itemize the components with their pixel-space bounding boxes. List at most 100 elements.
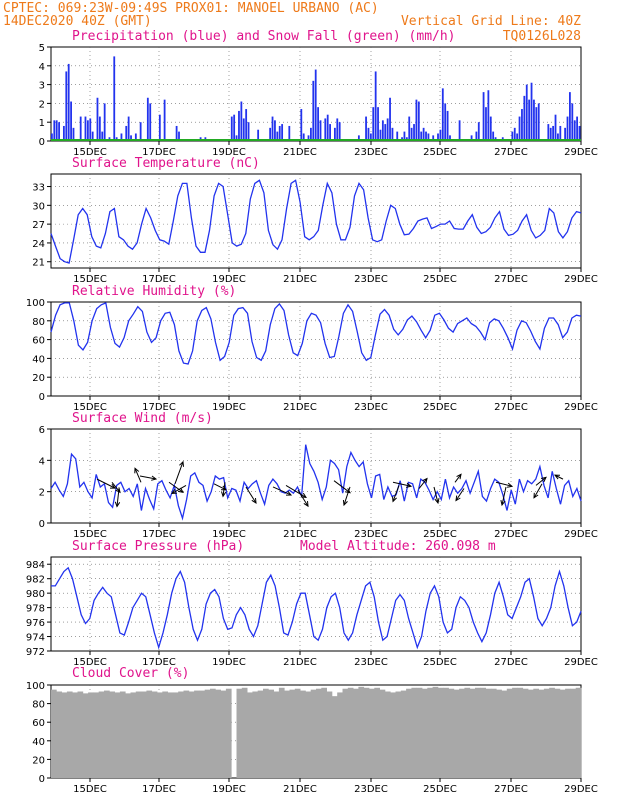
- precip-bar: [422, 127, 425, 141]
- wind-arrow-head: [251, 497, 257, 504]
- precip-bar: [384, 124, 387, 141]
- precip-bar: [134, 133, 137, 141]
- wind-arrow: [495, 481, 514, 488]
- temp-ytick-label: 27: [32, 220, 45, 231]
- cloud-bar: [77, 691, 84, 778]
- pres-panel: 972 974 976 978 980 982 984 15DEC 17DEC 19DEC 21DE…: [26, 556, 598, 668]
- pres-ytick-label: 972: [26, 647, 45, 658]
- wind-arrow-head: [500, 499, 506, 507]
- cloud-bar: [114, 692, 121, 778]
- pres-xtick-label: 21DEC: [283, 657, 317, 668]
- cloud-bar: [257, 690, 264, 778]
- wind-arrow-head: [303, 501, 309, 508]
- precip-bar: [314, 69, 317, 141]
- cloud-ytick-label: 100: [26, 681, 45, 692]
- precip-bar: [274, 120, 276, 141]
- cloud-bar: [374, 687, 380, 778]
- cloud-xtick-label: 29DEC: [564, 784, 598, 795]
- precip-bar: [427, 133, 430, 141]
- wind-arrow-shaft: [501, 486, 507, 506]
- cloud-bar: [263, 688, 269, 778]
- precip-bar: [319, 120, 322, 141]
- precip-bar: [564, 127, 567, 141]
- precip-bar: [441, 88, 444, 141]
- cloud-bar: [56, 691, 62, 778]
- precip-bar: [439, 129, 442, 141]
- wind-line: [50, 444, 582, 521]
- cloud-ytick-label: 40: [32, 737, 45, 748]
- wind-arrow: [168, 481, 184, 493]
- cloud-bar: [215, 689, 221, 778]
- wind-arrow: [96, 478, 117, 489]
- rh-ytick-label: 60: [32, 336, 45, 347]
- cloud-bar: [72, 692, 78, 778]
- rh-xtick-label: 17DEC: [142, 402, 176, 413]
- wind-arrow-shaft: [245, 486, 257, 504]
- precip-bar: [554, 114, 557, 141]
- cloud-bar: [390, 692, 396, 778]
- cloud-bar: [384, 691, 391, 778]
- cloud-ytick-label: 80: [32, 700, 45, 711]
- cloud-bar: [400, 690, 407, 778]
- precip-bar: [420, 131, 423, 141]
- wind-arrow-head: [110, 483, 117, 489]
- wind-arrow-head: [134, 467, 140, 474]
- wind-xtick-label: 25DEC: [423, 529, 457, 540]
- wind-arrow-head: [114, 501, 121, 508]
- wind-arrow: [455, 488, 465, 502]
- cloud-bar: [501, 690, 508, 778]
- wind-ytick-label: 4: [39, 456, 45, 467]
- cloud-bar: [575, 687, 582, 778]
- precip-xtick-label: 15DEC: [73, 147, 107, 158]
- cloud-title: Cloud Cover (%): [72, 666, 189, 681]
- wind-arrow-shaft: [554, 474, 564, 480]
- precip-bar: [238, 110, 240, 141]
- precip-xtick-label: 23DEC: [354, 147, 388, 158]
- cloud-bar: [98, 691, 105, 778]
- precip-bar: [336, 118, 339, 141]
- precip-bar: [130, 135, 132, 141]
- wind-arrow-head: [342, 499, 348, 507]
- wind-arrow: [139, 475, 158, 481]
- header-model: TQ0126L028: [503, 29, 581, 44]
- cloud-bar: [82, 693, 89, 778]
- cloud-bar: [565, 688, 571, 778]
- precip-bar: [566, 116, 569, 141]
- precip-bar: [333, 127, 336, 141]
- precip-bar: [533, 99, 535, 141]
- wind-arrow-head: [151, 475, 158, 481]
- temp-xtick-label: 29DEC: [564, 274, 598, 285]
- precip-bar: [482, 92, 485, 141]
- precip-ytick-label: 5: [39, 43, 45, 54]
- pres-ytick-label: 982: [26, 575, 45, 586]
- wind-ytick-label: 6: [39, 425, 45, 436]
- cloud-bar: [554, 688, 561, 778]
- precip-bar: [288, 125, 291, 141]
- rh-xtick-label: 19DEC: [212, 402, 246, 413]
- precip-bar: [125, 125, 128, 141]
- header-location: CPTEC: 069:23W-09:49S PROX01: MANOEL URB…: [3, 1, 379, 16]
- precip-bar: [377, 107, 379, 141]
- cloud-bar: [522, 688, 529, 778]
- cloud-bar: [437, 687, 444, 778]
- precip-bar: [89, 118, 92, 141]
- cloud-bar: [427, 687, 433, 778]
- precip-bar: [470, 135, 473, 141]
- precip-bar: [357, 135, 360, 141]
- wind-arrow-head: [533, 492, 539, 499]
- precip-ytick-label: 2: [39, 99, 45, 110]
- precip-bar: [578, 125, 581, 141]
- cloud-bar: [395, 691, 402, 778]
- precip-bar: [432, 135, 435, 141]
- pres-xtick-label: 17DEC: [142, 657, 176, 668]
- pres-xtick-label: 23DEC: [354, 657, 388, 668]
- wind-arrow: [392, 481, 413, 488]
- wind-arrow-shaft: [116, 488, 120, 507]
- cloud-bar: [358, 686, 365, 778]
- wind-arrow: [500, 486, 507, 507]
- cloud-bar: [485, 688, 492, 778]
- cloud-xtick-label: 17DEC: [142, 784, 176, 795]
- precip-bar: [103, 103, 106, 141]
- precip-bar: [230, 116, 233, 141]
- wind-arrow-head: [455, 495, 461, 502]
